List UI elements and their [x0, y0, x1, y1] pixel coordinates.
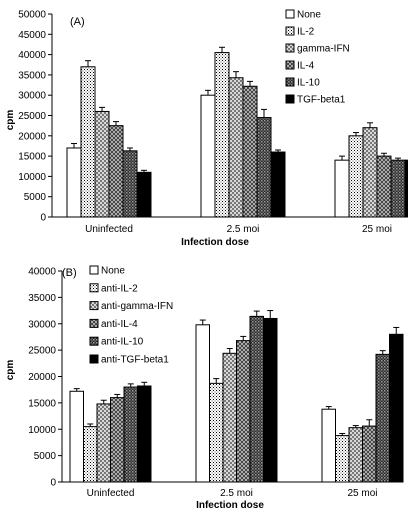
legend-swatch	[285, 77, 295, 87]
legend-label: anti-TGF-beta1	[101, 355, 169, 366]
bar-anti-il-2	[335, 435, 350, 483]
bar-il-10	[390, 159, 406, 218]
x-tick-label: 25 moi	[362, 224, 392, 235]
y-tick-label: 15000	[18, 152, 46, 163]
x-axis-title: Infection dose	[196, 500, 264, 511]
legend-swatch	[89, 265, 99, 275]
bar-il-4	[242, 85, 258, 218]
panel-a: (A) cpm Infection dose 0 5000 10000 15000 20…	[5, 9, 408, 248]
legend-swatch	[89, 301, 99, 311]
legend-label: anti-IL-4	[101, 319, 138, 330]
bar-tgf-beta1	[404, 159, 408, 218]
y-tick-label: 30000	[18, 91, 46, 102]
y-axis-title: cpm	[5, 360, 16, 381]
bar-anti-il-4	[110, 397, 125, 483]
bar-il-4	[108, 125, 124, 218]
bar-anti-il-10	[375, 353, 390, 483]
y-tick-label: 10000	[28, 425, 56, 436]
legend-swatch	[285, 43, 295, 53]
x-axis-title: Infection dose	[181, 237, 249, 248]
y-tick-label: 40000	[28, 267, 56, 278]
bar-anti-il-2	[83, 426, 98, 483]
bar-anti-tgf-beta1	[263, 317, 278, 483]
legend-swatch	[285, 9, 295, 19]
x-tick-label: 2.5 moi	[220, 488, 253, 499]
legend-swatch	[89, 283, 99, 293]
legend-swatch	[89, 318, 99, 328]
bar-anti-il-10	[249, 315, 264, 483]
bar-anti-gamma-ifn	[222, 352, 237, 483]
legend-label: IL-4	[297, 61, 315, 72]
y-tick-label: 10000	[18, 172, 46, 183]
y-tick-label: 5000	[34, 451, 57, 462]
bar-anti-il-4	[236, 340, 251, 483]
panel-b: (B) cpm Infection dose 0 5000 10000 15000 20…	[5, 265, 404, 511]
y-tick-label: 30000	[28, 319, 56, 330]
panel-label: (A)	[70, 16, 85, 28]
bar-il-2	[348, 135, 364, 218]
legend-label: anti-IL-10	[101, 337, 144, 348]
legend-label: None	[101, 266, 125, 277]
bar-gamma-ifn	[94, 110, 110, 218]
bar-none	[334, 159, 350, 218]
x-tick-label: Uninfected	[87, 488, 135, 499]
legend-label: None	[297, 10, 321, 21]
y-tick-label: 40000	[18, 50, 46, 61]
y-tick-label: 45000	[18, 30, 46, 41]
y-tick-label: 20000	[18, 131, 46, 142]
bar-anti-il-10	[123, 386, 138, 483]
bar-none	[195, 324, 210, 483]
bar-none	[200, 94, 216, 218]
bar-anti-tgf-beta1	[137, 385, 152, 483]
bar-il-4	[376, 155, 392, 218]
bar-tgf-beta1	[270, 151, 286, 218]
bar-il-2	[214, 52, 230, 218]
y-tick-label: 25000	[28, 346, 56, 357]
y-tick-label: 25000	[18, 111, 46, 122]
panel-label: (B)	[62, 267, 77, 279]
y-tick-label: 20000	[28, 372, 56, 383]
y-tick-label: 35000	[28, 293, 56, 304]
bar-anti-il-4	[362, 425, 377, 483]
bar-il-2	[80, 66, 96, 218]
bar-none	[321, 408, 336, 483]
bar-anti-il-2	[209, 382, 224, 483]
legend-swatch	[285, 26, 295, 36]
y-tick-label: 0	[40, 213, 46, 224]
x-tick-label: 2.5 moi	[227, 224, 260, 235]
y-tick-label: 5000	[24, 192, 47, 203]
bar-tgf-beta1	[136, 171, 152, 218]
legend-label: IL-2	[297, 27, 315, 38]
bar-anti-tgf-beta1	[389, 333, 404, 483]
legend-swatch	[285, 60, 295, 70]
bar-il-10	[122, 150, 138, 218]
bar-none	[69, 390, 84, 483]
legend-label: TGF-beta1	[297, 95, 346, 106]
legend-swatch	[285, 94, 295, 104]
legend-swatch	[89, 354, 99, 364]
legend-label: anti-gamma-IFN	[101, 301, 173, 312]
y-axis-title: cpm	[5, 110, 16, 131]
bar-anti-gamma-ifn	[96, 403, 111, 483]
y-tick-label: 35000	[18, 70, 46, 81]
y-tick-label: 50000	[18, 10, 46, 21]
y-tick-label: 0	[50, 478, 56, 489]
legend-label: anti-IL-2	[101, 283, 138, 294]
legend-label: gamma-IFN	[297, 44, 350, 55]
bar-none	[66, 147, 82, 218]
y-tick-label: 15000	[28, 398, 56, 409]
legend-label: IL-10	[297, 78, 320, 89]
x-tick-label: Uninfected	[85, 224, 133, 235]
bar-anti-gamma-ifn	[348, 427, 363, 483]
bar-gamma-ifn	[362, 127, 378, 218]
bar-il-10	[256, 117, 272, 218]
legend-swatch	[89, 336, 99, 346]
x-tick-label: 25 moi	[347, 488, 377, 499]
bar-gamma-ifn	[228, 77, 244, 218]
